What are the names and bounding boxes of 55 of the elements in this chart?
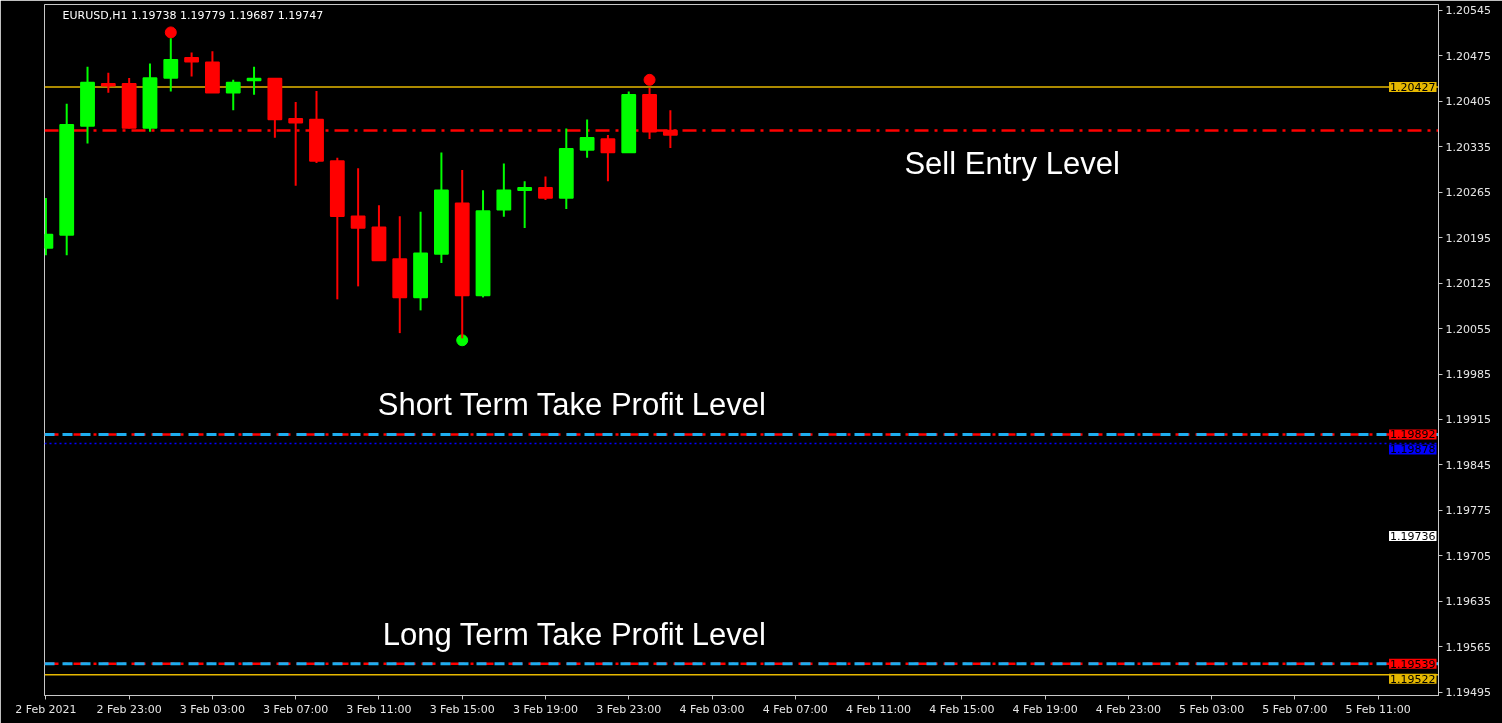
annotation: Long Term Take Profit Level xyxy=(382,616,766,652)
candlestick xyxy=(225,78,241,112)
candlestick xyxy=(600,134,616,183)
x-tick-label: 3 Feb 15:00 xyxy=(429,702,495,716)
y-tick-label: 1.20125 xyxy=(1445,277,1491,291)
x-tick-label: 5 Feb 07:00 xyxy=(1262,702,1328,716)
y-tick-label: 1.19705 xyxy=(1445,549,1491,563)
x-tick-label: 4 Feb 03:00 xyxy=(679,702,745,716)
x-tick-label: 2 Feb 23:00 xyxy=(96,702,162,716)
x-tick-label: 3 Feb 23:00 xyxy=(596,702,662,716)
x-tick-label: 5 Feb 03:00 xyxy=(1179,702,1245,716)
x-tick-label: 4 Feb 07:00 xyxy=(762,702,828,716)
point xyxy=(643,73,656,86)
candlestick xyxy=(579,118,595,159)
candlestick xyxy=(350,167,366,288)
y-tick-label: 1.20195 xyxy=(1445,231,1491,245)
x-tick-label: 3 Feb 07:00 xyxy=(263,702,329,716)
ref-line-label: 1.19539 xyxy=(1390,657,1436,671)
x-tick-label: 4 Feb 23:00 xyxy=(1095,702,1161,716)
y-tick-label: 1.19915 xyxy=(1445,413,1491,427)
y-tick-label: 1.20405 xyxy=(1445,95,1491,109)
candlestick xyxy=(496,162,512,218)
x-tick-label: 4 Feb 11:00 xyxy=(845,702,912,716)
y-tick-label: 1.19985 xyxy=(1445,368,1491,382)
y-tick-label: 1.19565 xyxy=(1445,640,1491,654)
y-tick-label: 1.20545 xyxy=(1445,4,1491,18)
x-tick-label: 3 Feb 03:00 xyxy=(179,702,246,716)
x-tick-label: 2 Feb 2021 xyxy=(15,702,77,716)
point xyxy=(456,334,469,347)
ref-line-label: 1.19892 xyxy=(1390,428,1436,442)
point xyxy=(164,26,177,39)
x-tick-label: 3 Feb 19:00 xyxy=(512,702,579,716)
x-tick-label: 5 Feb 11:00 xyxy=(1345,702,1411,716)
y-tick-label: 1.20055 xyxy=(1445,322,1491,336)
candlestick xyxy=(517,180,533,229)
x-tick-label: 4 Feb 15:00 xyxy=(929,702,995,716)
candlestick xyxy=(184,51,200,78)
y-tick-label: 1.20265 xyxy=(1445,186,1491,200)
ref-line-label: 1.19522 xyxy=(1390,672,1436,686)
y-tick-label: 1.19495 xyxy=(1445,686,1491,700)
y-tick-label: 1.19845 xyxy=(1445,458,1491,472)
annotation: 1.19736 xyxy=(1390,529,1436,543)
annotation: Short Term Take Profit Level xyxy=(377,387,766,423)
candlestick xyxy=(100,71,116,94)
annotation: Sell Entry Level xyxy=(904,146,1120,182)
y-tick-label: 1.19775 xyxy=(1445,504,1491,518)
candlestick xyxy=(538,175,553,201)
ref-line-label: 1.19878 xyxy=(1390,443,1436,457)
y-tick-label: 1.20475 xyxy=(1445,49,1491,63)
x-tick-label: 4 Feb 19:00 xyxy=(1012,702,1078,716)
x-tick-label: 3 Feb 11:00 xyxy=(346,702,412,716)
y-tick-label: 1.20335 xyxy=(1445,140,1491,154)
chart-title: EURUSD,H1 1.19738 1.19779 1.19687 1.19747 xyxy=(62,8,324,22)
ref-line-label: 1.20427 xyxy=(1390,80,1436,94)
y-tick-label: 1.19635 xyxy=(1445,595,1491,609)
